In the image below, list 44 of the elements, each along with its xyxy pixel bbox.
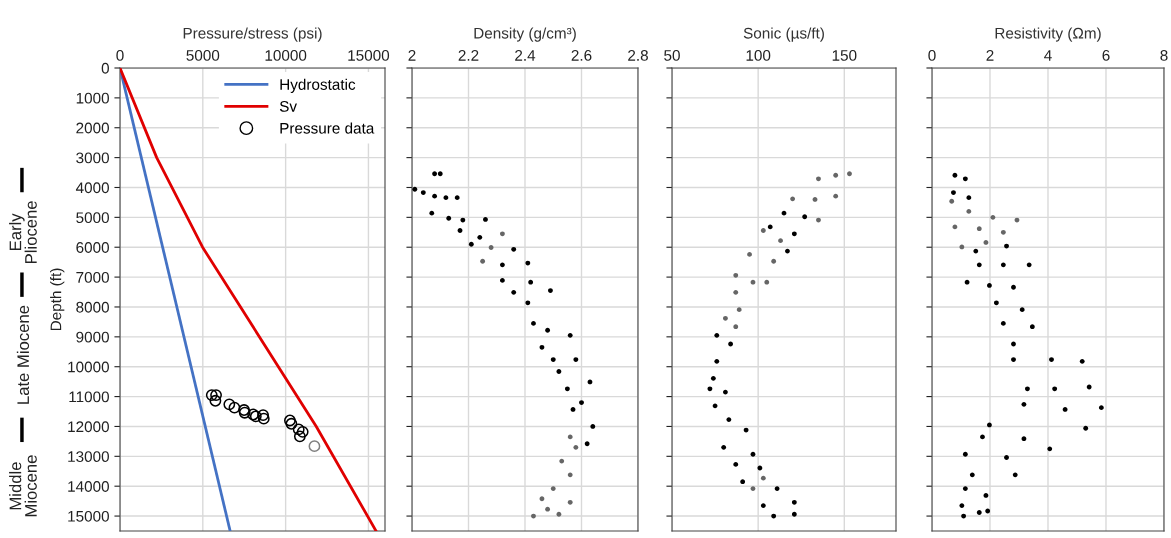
y-tick-label: 15000	[68, 510, 109, 522]
x-tick-label: 2	[408, 50, 416, 61]
y-tick-label: 2000	[76, 122, 109, 134]
x-tick-label: 100	[746, 50, 771, 61]
x-tick-label: 2.6	[571, 50, 592, 61]
y-tick-label: 10000	[68, 361, 109, 373]
x-tick-label: 15000	[348, 50, 390, 61]
y-tick-label: 4000	[75, 182, 109, 194]
text: Early Pliocene	[9, 201, 37, 263]
text: Late Miocene	[16, 305, 30, 404]
x-tick-label: 2.2	[458, 50, 479, 61]
chart-title: Density (g/cm³)	[474, 27, 576, 42]
x-tick-label: 10000	[265, 50, 307, 61]
x-tick-label: 4	[1044, 50, 1052, 61]
x-tick-label: 2	[986, 50, 994, 61]
legend-label: Pressure data	[280, 122, 375, 134]
y-axis-title: Depth (ft)	[50, 268, 65, 331]
y-tick-label: 3000	[76, 152, 109, 164]
y-tick-label: 8000	[76, 301, 109, 313]
x-tick-label: 8	[1160, 50, 1168, 61]
y-tick-label: 6000	[76, 242, 109, 253]
y-tick-label: 7000	[76, 271, 109, 283]
x-tick-label: 2.4	[515, 50, 536, 61]
x-tick-label: 0	[116, 50, 124, 61]
y-tick-label: 11000	[69, 391, 109, 403]
y-tick-label: 0	[101, 62, 109, 74]
chart-title: Pressure/stress (psi)	[183, 27, 322, 42]
x-tick-label: 50	[664, 50, 680, 61]
chart-title: Sonic (µs/ft)	[743, 27, 824, 42]
text: Middle Miocene	[9, 455, 37, 517]
x-tick-label: 150	[832, 50, 857, 61]
x-tick-label: 5000	[186, 50, 220, 61]
x-tick-label: 0	[928, 50, 936, 61]
legend-label: Sv	[279, 100, 297, 112]
y-tick-label: 9000	[76, 331, 109, 343]
x-tick-label: 2.8	[628, 50, 648, 61]
legend-label: Hydrostatic	[280, 78, 356, 93]
y-tick-label: 5000	[76, 212, 109, 224]
x-tick-label: 6	[1102, 50, 1110, 61]
y-tick-label: 12000	[68, 421, 109, 433]
y-tick-label: 13000	[68, 451, 109, 463]
chart-title: Resistivity (Ωm)	[995, 27, 1101, 42]
y-tick-label: 14000	[68, 481, 109, 492]
y-tick-label: 1000	[76, 92, 109, 104]
